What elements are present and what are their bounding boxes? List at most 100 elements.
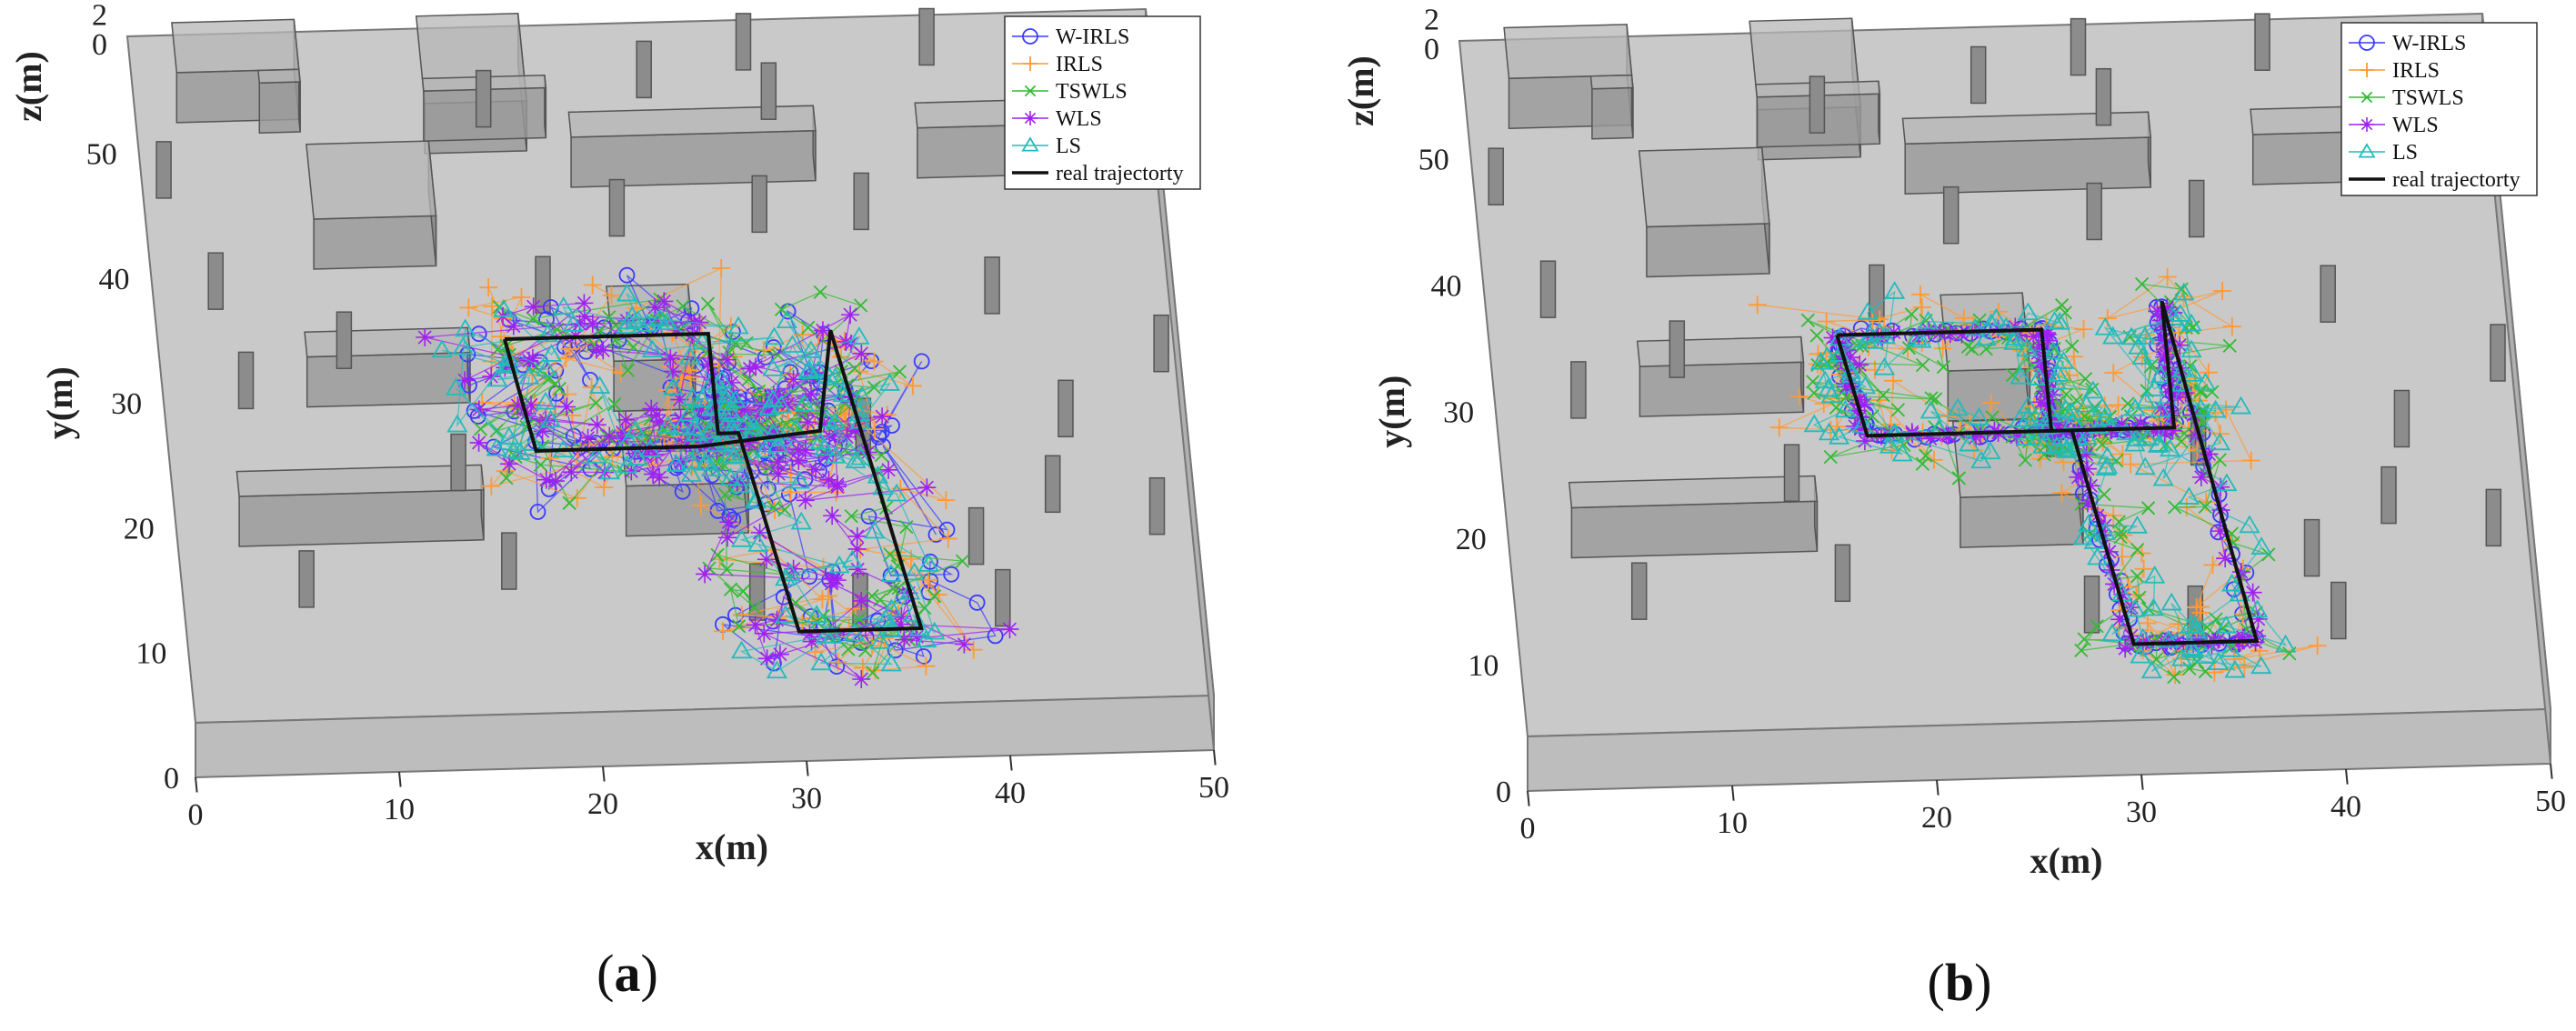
point — [2024, 327, 2043, 346]
point — [1968, 406, 1990, 425]
point — [602, 285, 621, 305]
point — [2009, 409, 2030, 427]
point — [503, 345, 522, 364]
point — [866, 666, 880, 680]
point — [917, 656, 936, 676]
point — [691, 495, 710, 515]
point — [789, 451, 808, 470]
point — [758, 397, 780, 415]
point — [2101, 623, 2123, 642]
point — [649, 308, 671, 327]
panel-caption: (a) — [596, 944, 658, 1003]
pillar — [995, 568, 1011, 627]
pillar — [1057, 379, 1074, 438]
point — [2163, 365, 2182, 384]
point — [1884, 281, 1906, 299]
point — [2137, 632, 2156, 651]
building-roof — [1568, 475, 1819, 509]
point — [2065, 423, 2084, 442]
point — [832, 384, 854, 403]
pillar — [501, 532, 517, 590]
point — [2059, 387, 2074, 402]
point — [847, 526, 867, 546]
point — [1873, 327, 1892, 346]
point — [2083, 531, 2105, 549]
point — [498, 426, 520, 445]
point — [2250, 656, 2272, 675]
point — [1827, 333, 1846, 352]
point — [2250, 641, 2269, 660]
point — [2006, 367, 2020, 383]
point — [2077, 632, 2091, 646]
point — [2207, 652, 2230, 671]
x-tick-mark — [806, 760, 809, 776]
point — [2158, 298, 2177, 317]
point — [2031, 407, 2053, 426]
point — [1857, 330, 1879, 349]
point — [788, 470, 810, 489]
point — [2032, 435, 2054, 454]
point — [790, 511, 812, 530]
legend-marker — [2360, 63, 2374, 77]
point — [2195, 457, 2212, 475]
point — [736, 584, 750, 598]
point — [698, 355, 717, 374]
point — [533, 457, 548, 472]
point — [1904, 306, 1919, 322]
point — [1816, 345, 1838, 365]
point — [683, 416, 706, 435]
point — [2135, 390, 2157, 409]
point — [2065, 339, 2080, 354]
point — [2180, 339, 2202, 358]
point — [700, 458, 723, 476]
point — [523, 348, 542, 367]
point — [2082, 380, 2104, 399]
point — [766, 660, 787, 679]
point — [586, 445, 607, 464]
point — [907, 627, 927, 646]
point — [1863, 311, 1882, 330]
pillar — [1570, 361, 1587, 419]
y-tick-label: 20 — [124, 513, 155, 546]
point — [1849, 390, 1869, 409]
pillar — [1539, 260, 1557, 318]
real-trajectory-line — [1835, 300, 2260, 646]
point — [2042, 341, 2064, 359]
pillar — [2095, 67, 2112, 126]
series-ls — [1803, 281, 2297, 679]
point — [817, 446, 837, 465]
point — [827, 475, 847, 494]
point — [1814, 394, 1833, 413]
x-tick-label: 30 — [791, 782, 822, 816]
point — [1848, 401, 1867, 420]
point — [2230, 395, 2252, 415]
panel-caption: (b) — [1928, 953, 1992, 1012]
point — [864, 520, 886, 539]
point — [806, 605, 827, 623]
point — [2074, 320, 2093, 339]
point — [717, 445, 739, 465]
pillar — [2485, 488, 2502, 547]
point — [1834, 399, 1856, 418]
point — [497, 347, 519, 366]
point — [1910, 329, 1932, 348]
point — [938, 529, 957, 548]
point — [1967, 427, 1986, 446]
pillar — [751, 175, 767, 234]
building-roof — [567, 105, 817, 138]
point — [536, 470, 556, 489]
point — [2055, 440, 2078, 458]
point — [852, 669, 871, 688]
point — [2120, 424, 2140, 443]
point — [2182, 661, 2197, 676]
point — [599, 461, 621, 480]
point — [498, 355, 520, 374]
point — [529, 504, 546, 520]
point — [1809, 328, 1824, 343]
point — [1869, 322, 1890, 341]
point — [2038, 415, 2060, 435]
point — [2131, 346, 2153, 365]
point — [2016, 338, 2038, 357]
point — [2120, 396, 2135, 411]
point — [851, 385, 873, 405]
